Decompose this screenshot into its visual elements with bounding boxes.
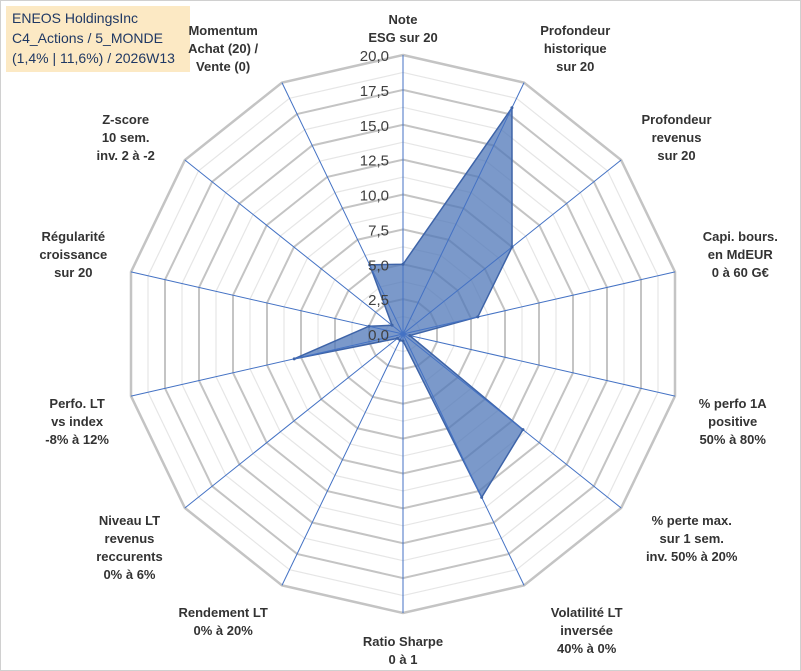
axis-label: Profondeur revenus sur 20 [641, 112, 711, 163]
axis-label-line: en MdEUR [708, 247, 774, 262]
axis-label: Niveau LT revenus reccurents 0% à 6% [96, 513, 162, 582]
axis-label-line: % perfo 1A [699, 396, 768, 411]
axis-label-line: croissance [39, 247, 107, 262]
axis-label-line: vs index [51, 414, 104, 429]
tick-label: 5,0 [368, 257, 389, 274]
data-point [396, 336, 400, 340]
data-point [292, 357, 296, 361]
data-point [510, 106, 514, 110]
axis-label: Capi. bours. en MdEUR 0 à 60 G€ [703, 229, 778, 280]
axis-label-line: Vente (0) [196, 59, 250, 74]
axis-label-line: Note [389, 12, 418, 27]
axis-spoke [130, 333, 404, 397]
axis-label: % perte max. sur 1 sem. inv. 50% à 20% [646, 513, 738, 564]
axis-label-line: 0% à 6% [103, 567, 155, 582]
axis-label-line: sur 20 [556, 59, 594, 74]
data-point [367, 324, 371, 328]
chart-title-box: ENEOS HoldingsInc C4_Actions / 5_MONDE (… [6, 6, 190, 72]
axis-label-line: 0 à 1 [389, 652, 418, 667]
axis-label-line: sur 20 [657, 148, 695, 163]
data-area [293, 105, 524, 499]
axis-label-line: % perte max. [652, 513, 732, 528]
axis-label: Profondeur historique sur 20 [540, 23, 610, 74]
axis-label: Volatilité LT inversée 40% à 0% [551, 605, 623, 656]
axis-label-line: inv. 50% à 20% [646, 549, 738, 564]
axis-label-line: 0 à 60 G€ [712, 265, 769, 280]
axis-spoke [402, 271, 676, 335]
data-point [368, 263, 372, 267]
tick-label: 17,5 [360, 83, 389, 100]
tick-label: 2,5 [368, 292, 389, 309]
title-performance: (1,4% | 11,6%) / 2026W13 [12, 50, 175, 66]
axis-label-line: 40% à 0% [557, 641, 617, 656]
axis-label-line: 50% à 80% [699, 432, 766, 447]
axis-label: Note ESG sur 20 [368, 12, 437, 45]
tick-label: 0,0 [368, 327, 389, 344]
axis-spoke [281, 333, 404, 586]
axis-label-line: Volatilité LT [551, 605, 623, 620]
axis-label-line: Niveau LT [99, 513, 160, 528]
axis-label-line: Momentum [188, 23, 257, 38]
title-company: ENEOS HoldingsInc [12, 10, 139, 26]
axis-label-line: Achat (20) / [188, 41, 258, 56]
tick-label: 7,5 [368, 222, 389, 239]
axis-label-line: Rendement LT [178, 605, 267, 620]
axis-label: Régularité croissance sur 20 [39, 229, 107, 280]
axis-label-line: -8% à 12% [45, 432, 109, 447]
axis-spoke [281, 82, 404, 335]
axis-label-line: inv. 2 à -2 [97, 148, 155, 163]
data-point [510, 245, 514, 249]
axis-label-line: 10 sem. [102, 130, 150, 145]
axis-label-line: reccurents [96, 549, 162, 564]
tick-label: 15,0 [360, 118, 389, 135]
axis-label-line: revenus [652, 130, 702, 145]
axis-spoke [402, 82, 525, 335]
axis-label: Ratio Sharpe 0 à 1 [363, 634, 443, 667]
axis-label: % perfo 1A positive 50% à 80% [699, 396, 768, 447]
axis-label-line: Régularité [42, 229, 106, 244]
axis-label-line: Profondeur [641, 112, 711, 127]
axis-label-line: sur 20 [54, 265, 92, 280]
data-point [401, 262, 405, 266]
data-point [521, 428, 525, 432]
axis-spoke [184, 333, 404, 509]
axis-label-line: historique [544, 41, 607, 56]
axis-spoke [402, 333, 622, 509]
axis-spoke [130, 271, 404, 335]
data-point [476, 315, 480, 319]
data-point [401, 339, 405, 343]
axis-label-line: Z-score [102, 112, 149, 127]
data-point [408, 334, 412, 338]
axis-label: Rendement LT 0% à 20% [178, 605, 267, 638]
axis-label-line: revenus [105, 531, 155, 546]
axis-label-line: Capi. bours. [703, 229, 778, 244]
axis-spoke [402, 333, 525, 586]
axis-label-line: inversée [560, 623, 613, 638]
axis-label-line: 0% à 20% [194, 623, 254, 638]
axis-label-line: positive [708, 414, 757, 429]
axis-label: Z-score 10 sem. inv. 2 à -2 [97, 112, 155, 163]
axis-label-line: ESG sur 20 [368, 30, 437, 45]
data-point [480, 495, 484, 499]
axis-spoke [184, 159, 404, 335]
axis-label-line: Ratio Sharpe [363, 634, 443, 649]
title-category: C4_Actions / 5_MONDE [12, 30, 163, 46]
axis-label-line: Perfo. LT [49, 396, 104, 411]
data-point [390, 323, 394, 327]
axis-label: Momentum Achat (20) / Vente (0) [188, 23, 258, 74]
axis-label: Perfo. LT vs index -8% à 12% [45, 396, 109, 447]
axis-label-line: sur 1 sem. [660, 531, 724, 546]
axis-spoke [402, 333, 676, 397]
tick-label: 10,0 [360, 188, 389, 205]
axis-label-line: Profondeur [540, 23, 610, 38]
data-point [398, 338, 402, 342]
tick-label: 20,0 [360, 48, 389, 65]
tick-label: 12,5 [360, 153, 389, 170]
